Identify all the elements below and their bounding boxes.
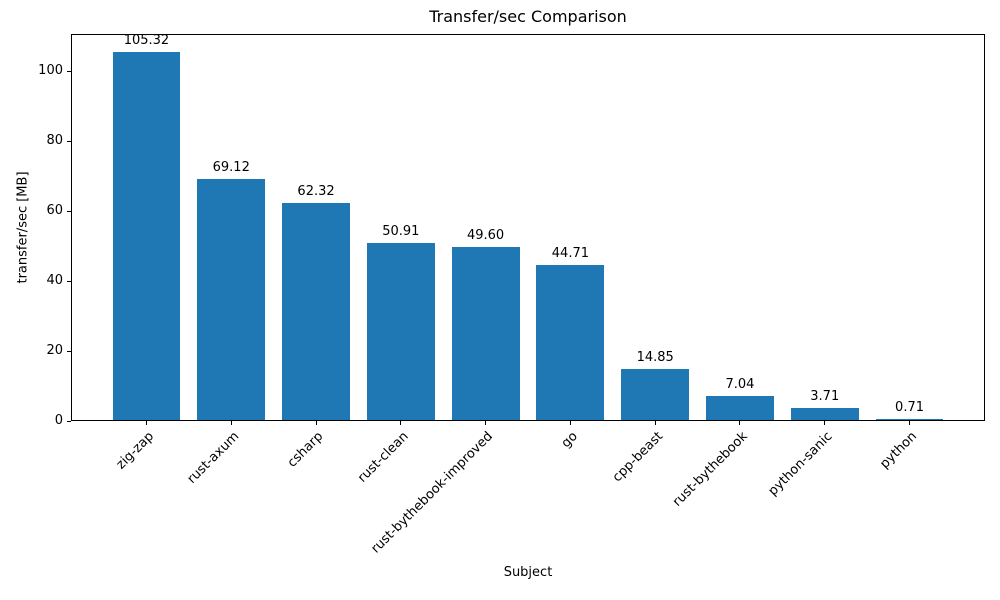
- x-tick-label: csharp: [285, 429, 327, 471]
- y-tick-label: 0: [54, 413, 63, 428]
- y-tick-label: 40: [46, 273, 63, 289]
- x-axis-label: Subject: [503, 565, 553, 580]
- bar: [790, 408, 859, 421]
- chart-title: Transfer/sec Comparison: [429, 7, 627, 26]
- bar-value-label: 3.71: [810, 389, 840, 405]
- bar-value-label: 14.85: [636, 350, 674, 366]
- bar: [282, 202, 350, 421]
- bar-value-label: 44.71: [551, 245, 589, 261]
- bar-value-label: 62.32: [297, 183, 335, 199]
- x-tick-label: python-sanic: [765, 429, 836, 499]
- x-tick-mark: [485, 421, 487, 425]
- bar-value-label: 0.71: [895, 399, 924, 415]
- y-tick-mark: [67, 350, 71, 352]
- x-tick-label: rust-clean: [354, 429, 412, 486]
- x-tick-mark: [400, 421, 402, 425]
- bar: [451, 247, 520, 421]
- bar: [706, 396, 774, 421]
- x-tick-mark: [230, 421, 232, 425]
- y-tick-label: 60: [46, 203, 63, 219]
- bar: [112, 52, 181, 421]
- x-tick-mark: [315, 421, 317, 425]
- x-tick-label: zig-zap: [113, 429, 158, 473]
- x-tick-mark: [739, 421, 741, 425]
- y-tick-mark: [67, 140, 71, 142]
- y-tick-label: 100: [38, 63, 63, 79]
- y-tick-mark: [67, 70, 71, 72]
- y-tick-mark: [67, 280, 71, 282]
- bar-value-label: 7.04: [725, 377, 755, 393]
- y-tick-label: 20: [46, 343, 63, 358]
- y-tick-label: 80: [46, 133, 63, 149]
- bar: [536, 264, 605, 421]
- y-tick-mark: [67, 210, 71, 212]
- bar-value-label: 49.60: [466, 228, 505, 244]
- x-tick-label: go: [558, 429, 581, 452]
- x-tick-label: python: [877, 429, 921, 472]
- x-tick-label: rust-axum: [184, 429, 242, 487]
- x-tick-label: rust-bythebook: [669, 429, 751, 510]
- x-tick-mark: [145, 421, 147, 425]
- bar: [197, 179, 266, 421]
- y-axis-label: transfer/sec [MB]: [15, 171, 31, 284]
- y-axis-label-wrap: transfer/sec [MB]: [3, 34, 43, 421]
- x-tick-mark: [909, 421, 911, 425]
- x-tick-label: cpp-beast: [609, 429, 666, 486]
- bar-value-label: 50.91: [382, 223, 420, 239]
- bar: [621, 369, 690, 421]
- y-tick-mark: [67, 420, 71, 422]
- bar: [875, 418, 944, 421]
- bar: [366, 242, 435, 421]
- x-tick-mark: [569, 421, 571, 425]
- x-tick-mark: [654, 421, 656, 425]
- x-tick-mark: [824, 421, 826, 425]
- bar-value-label: 105.32: [123, 33, 170, 49]
- plot-area: [71, 34, 985, 421]
- bar-value-label: 69.12: [212, 160, 250, 176]
